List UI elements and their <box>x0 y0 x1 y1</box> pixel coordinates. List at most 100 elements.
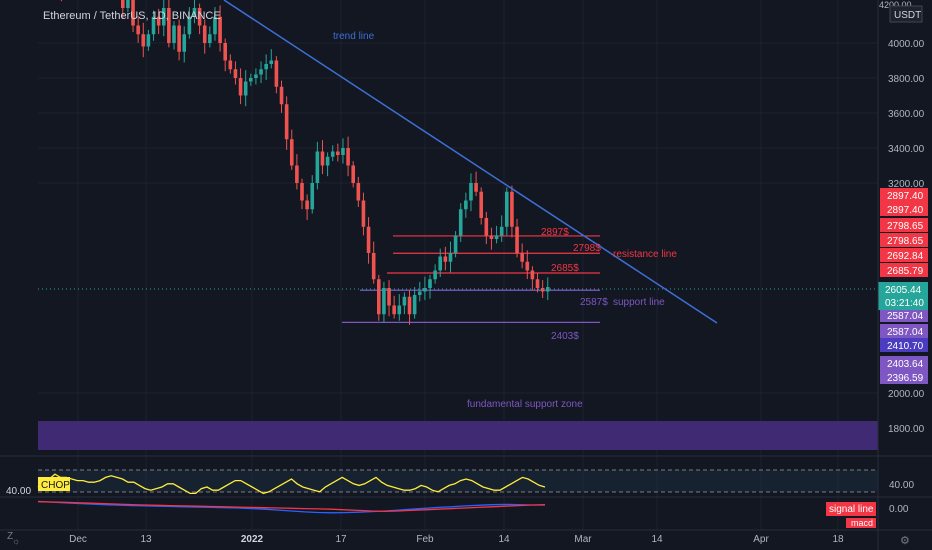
level-label-2897: 2897$ <box>541 227 569 238</box>
price-axis[interactable]: 4000.00 3800.00 3600.00 3400.00 3200.00 2000.… <box>888 39 925 435</box>
time-tick: 2022 <box>241 534 264 545</box>
candle-body <box>458 209 463 236</box>
candle-body <box>161 8 166 26</box>
price-label: 2396.59 <box>887 373 924 384</box>
candle-body <box>356 183 361 201</box>
candle-body <box>545 287 550 292</box>
price-tick: 2000.00 <box>888 389 925 400</box>
candle-body <box>249 78 253 82</box>
candle-body <box>366 226 371 253</box>
sun-icon[interactable]: ☼ <box>12 536 20 546</box>
last-price-badge <box>878 282 928 310</box>
candle-body <box>279 86 284 105</box>
candle-body <box>320 151 325 166</box>
time-tick: Dec <box>69 534 87 545</box>
candle-body <box>228 60 233 70</box>
candle-body <box>515 226 519 253</box>
price-tick: 4000.00 <box>888 39 925 50</box>
candle-body <box>438 256 443 271</box>
grid <box>38 0 878 530</box>
time-axis[interactable]: Dec 13 2022 17 Feb 14 Mar 14 Apr 18 <box>69 534 844 545</box>
time-tick: 17 <box>335 534 347 545</box>
candle-body <box>192 8 197 17</box>
candle-body <box>510 191 514 227</box>
candle-body <box>479 191 483 218</box>
candle-body <box>520 253 524 262</box>
price-labels: 2897.40 2897.40 2798.65 2798.65 2692.84 2685.… <box>880 188 928 384</box>
candle-body <box>484 218 489 236</box>
candle-body <box>172 25 176 43</box>
price-label: 2587.04 <box>887 311 924 322</box>
candle-body <box>412 295 417 315</box>
candle-body <box>254 74 258 78</box>
candle-body <box>131 0 135 26</box>
settings-gear-icon[interactable]: ⚙ <box>900 535 910 547</box>
candle-body <box>300 183 304 201</box>
price-label-badge <box>880 308 928 322</box>
price-label-badge <box>880 356 928 370</box>
candle-body <box>151 16 156 35</box>
candle-body <box>505 191 509 227</box>
candle-body <box>361 200 366 227</box>
level-lines <box>342 235 600 323</box>
candle-body <box>177 25 181 52</box>
candle-body <box>469 183 473 201</box>
price-tick: 1800.00 <box>888 424 925 435</box>
time-tick: 14 <box>498 534 510 545</box>
level-label-2587: 2587$ <box>580 297 608 308</box>
candle-body <box>535 279 540 288</box>
candle-body <box>428 279 432 288</box>
candle-body <box>417 291 422 295</box>
price-label-badge <box>880 324 928 338</box>
candle-body <box>238 78 243 96</box>
price-tick: 3800.00 <box>888 74 925 85</box>
candle-body <box>443 256 448 262</box>
trend-line[interactable] <box>223 0 718 324</box>
price-label: 2692.84 <box>887 251 924 262</box>
price-label: 2685.79 <box>887 266 924 277</box>
candle-body <box>392 305 396 315</box>
zigzag-icon[interactable]: Z <box>7 531 13 542</box>
candle-body <box>233 69 238 78</box>
candle-body <box>371 253 376 280</box>
candle-body <box>464 200 468 210</box>
candle-body <box>530 270 535 280</box>
candle-body <box>218 16 222 43</box>
price-tick: 3400.00 <box>888 144 925 155</box>
candle-body <box>310 183 315 210</box>
price-label-badge <box>880 338 928 352</box>
chop-label: CHOP <box>41 480 70 491</box>
candle-body <box>341 148 345 155</box>
candle-body <box>540 288 545 292</box>
candle-body <box>315 151 320 183</box>
price-label-badge <box>880 248 928 262</box>
chop-left-value: 40.00 <box>6 486 31 497</box>
candle-body <box>325 156 330 166</box>
macd-label: macd <box>851 518 873 528</box>
candle-body <box>330 151 335 157</box>
candle-body <box>387 288 391 306</box>
level-label-2798: 2798$ <box>573 243 601 254</box>
candle-body <box>494 235 499 239</box>
candle-body <box>397 305 402 315</box>
price-label: 2403.64 <box>887 359 924 370</box>
signal-line-label: signal line <box>829 504 874 515</box>
candle-body <box>167 8 171 43</box>
currency-badge[interactable] <box>889 5 923 23</box>
fundamental-zone-label: fundamental support zone <box>467 399 583 410</box>
candle-body <box>136 25 140 35</box>
countdown-value: 03:21:40 <box>885 298 924 309</box>
time-tick: 14 <box>651 534 663 545</box>
symbol-title[interactable]: Ethereum / TetherUS, 1D, BINANCE <box>43 10 221 22</box>
candle-body <box>433 270 437 280</box>
price-tick: 3200.00 <box>888 179 925 190</box>
candle-body <box>187 16 192 35</box>
chop-band <box>38 470 878 492</box>
candle-body <box>423 288 427 292</box>
candle-body <box>156 16 161 26</box>
candle-body <box>274 60 279 87</box>
resistance-line-label: resistance line <box>613 249 677 260</box>
candle-body <box>295 165 299 183</box>
candle-body <box>336 151 340 155</box>
